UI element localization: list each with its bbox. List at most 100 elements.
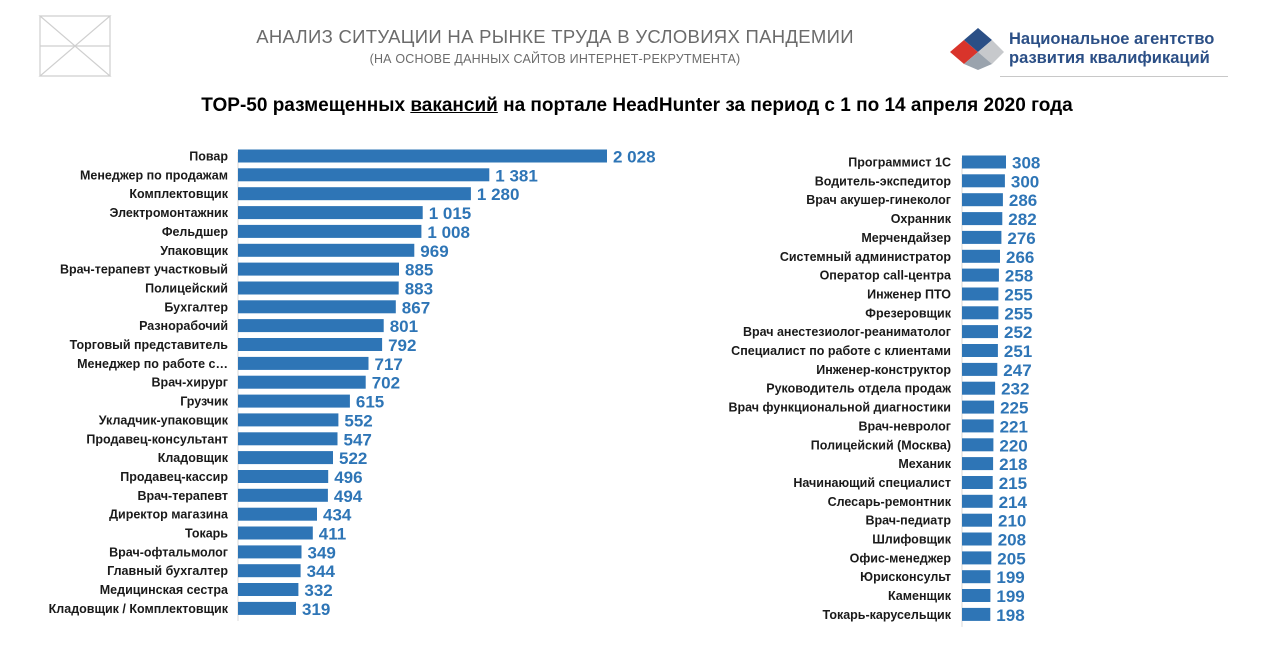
category-label: Врач анестезиолог-реаниматолог (743, 325, 951, 339)
category-label: Менеджер по продажам (80, 168, 228, 182)
value-label: 344 (307, 562, 336, 581)
category-label: Начинающий специалист (793, 476, 951, 490)
bar (962, 551, 992, 565)
category-label: Фельдшер (162, 225, 229, 239)
bar (238, 488, 328, 502)
bar (962, 193, 1003, 207)
category-label: Системный администратор (780, 250, 952, 264)
value-label: 255 (1004, 304, 1032, 323)
category-label: Комплектовщик (129, 187, 228, 201)
header-divider (1000, 76, 1228, 77)
chart-title-after: на портале HeadHunter за период с 1 по 1… (497, 95, 1073, 116)
bar (962, 438, 994, 452)
category-label: Шлифовщик (872, 533, 952, 547)
bar (238, 375, 366, 389)
value-label: 547 (344, 430, 372, 449)
bar (962, 212, 1003, 226)
bar (238, 394, 350, 408)
category-label: Фрезеровщик (865, 306, 951, 320)
category-label: Электромонтажник (110, 206, 229, 220)
value-label: 232 (1001, 380, 1029, 399)
bar (962, 362, 998, 376)
value-label: 969 (420, 242, 448, 261)
bar (238, 545, 302, 559)
bar (238, 300, 396, 314)
value-label: 221 (1000, 417, 1028, 436)
bar (962, 174, 1005, 188)
category-label: Полицейский (145, 282, 228, 296)
value-label: 494 (334, 487, 363, 506)
value-label: 215 (999, 474, 1027, 493)
category-label: Врач-хирург (152, 376, 228, 390)
category-label: Продавец-кассир (120, 470, 228, 484)
value-label: 319 (302, 600, 330, 619)
bar (962, 400, 995, 414)
bar (962, 155, 1006, 169)
chart-title-underlined: вакансий (410, 95, 498, 116)
header-title: АНАЛИЗ СИТУАЦИИ НА РЫНКЕ ТРУДА В УСЛОВИЯ… (256, 26, 854, 47)
value-label: 496 (334, 468, 362, 487)
category-label: Главный бухгалтер (107, 564, 228, 578)
chart-title-before: TOP-50 размещенных (201, 95, 411, 116)
category-label: Медицинская сестра (100, 583, 229, 597)
value-label: 885 (405, 261, 433, 280)
bar (238, 187, 471, 201)
value-label: 1 280 (477, 185, 520, 204)
value-label: 255 (1004, 286, 1032, 305)
value-label: 1 381 (495, 166, 538, 185)
category-label: Грузчик (180, 395, 229, 409)
category-label: Каменщик (888, 589, 952, 603)
value-label: 300 (1011, 172, 1039, 191)
value-label: 332 (304, 581, 332, 600)
bar (962, 532, 992, 546)
value-label: 286 (1009, 191, 1037, 210)
bar (238, 168, 490, 182)
value-label: 258 (1005, 267, 1033, 286)
value-label: 218 (999, 455, 1027, 474)
value-label: 792 (388, 336, 416, 355)
value-label: 522 (339, 449, 367, 468)
value-label: 251 (1004, 342, 1032, 361)
value-label: 252 (1004, 323, 1032, 342)
category-label: Руководитель отдела продаж (766, 382, 951, 396)
bar (238, 338, 383, 351)
value-label: 434 (323, 506, 352, 525)
value-label: 883 (405, 280, 433, 299)
bar (962, 513, 992, 527)
value-label: 247 (1003, 361, 1031, 380)
bar (238, 262, 399, 276)
value-label: 205 (997, 549, 1025, 568)
category-label: Врач-терапевт (137, 489, 228, 503)
bar (238, 451, 333, 465)
value-label: 276 (1007, 229, 1035, 248)
bar (238, 507, 317, 521)
category-label: Токарь (185, 527, 228, 541)
category-label: Торговый представитель (70, 338, 229, 352)
bar (238, 526, 313, 540)
bar (238, 224, 422, 238)
category-label: Слесарь-ремонтник (828, 495, 952, 509)
bar (238, 583, 299, 596)
chart-title: TOP-50 размещенных вакансий на портале H… (0, 95, 1274, 117)
category-label: Офис-менеджер (850, 551, 952, 565)
category-label: Юрисконсульт (860, 570, 951, 584)
category-label: Кладовщик / Комплектовщик (49, 602, 229, 616)
value-label: 199 (996, 568, 1024, 587)
category-label: Инженер-конструктор (816, 363, 951, 377)
category-label: Врач-терапевт участковый (60, 263, 228, 277)
category-label: Врач-педиатр (865, 514, 951, 528)
bar (962, 325, 998, 339)
category-label: Разнорабочий (139, 319, 228, 333)
value-label: 266 (1006, 248, 1034, 267)
value-label: 349 (308, 543, 336, 562)
bar (238, 432, 338, 446)
category-label: Директор магазина (109, 508, 229, 522)
left-bar-chart: Повар 2 028 Менеджер по продажам 1 381 Компл… (49, 148, 656, 621)
bar (962, 607, 991, 621)
agency-name-line2: развития квалификаций (1009, 49, 1210, 67)
category-label: Врач-невролог (859, 419, 952, 433)
category-label: Водитель-экспедитор (815, 174, 952, 188)
bar (962, 344, 998, 357)
decorative-geometric-icon (38, 15, 112, 77)
